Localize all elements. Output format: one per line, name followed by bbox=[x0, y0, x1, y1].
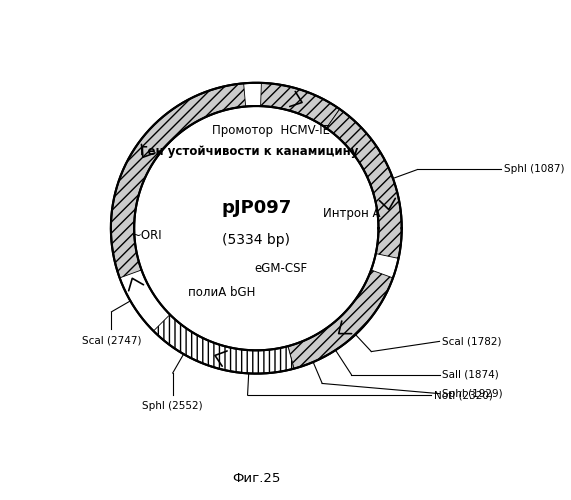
Text: ~ORI: ~ORI bbox=[132, 229, 163, 242]
Text: SalI (1874): SalI (1874) bbox=[443, 370, 499, 380]
Polygon shape bbox=[327, 109, 402, 258]
Text: SphI (1929): SphI (1929) bbox=[443, 388, 503, 398]
Text: Промотор  HCMV-IE: Промотор HCMV-IE bbox=[212, 124, 330, 138]
Text: Фиг.25: Фиг.25 bbox=[232, 472, 280, 485]
Text: полиА bGH: полиА bGH bbox=[188, 286, 255, 298]
Text: ScaI (1782): ScaI (1782) bbox=[443, 336, 502, 346]
Text: SphI (1087): SphI (1087) bbox=[504, 164, 564, 174]
Text: eGM-CSF: eGM-CSF bbox=[255, 262, 308, 276]
Text: (5334 bp): (5334 bp) bbox=[222, 233, 290, 247]
Polygon shape bbox=[154, 314, 294, 374]
Text: SphI (2552): SphI (2552) bbox=[142, 400, 203, 410]
Text: Интрон А: Интрон А bbox=[323, 207, 381, 220]
Text: ScaI (2747): ScaI (2747) bbox=[82, 335, 141, 345]
Polygon shape bbox=[288, 270, 393, 368]
Polygon shape bbox=[111, 84, 246, 278]
Text: NotI (2320): NotI (2320) bbox=[434, 390, 493, 400]
Polygon shape bbox=[111, 83, 402, 374]
Text: Ген устойчивости к канамицину: Ген устойчивости к канамицину bbox=[140, 144, 358, 158]
Text: pJP097: pJP097 bbox=[221, 199, 291, 217]
Polygon shape bbox=[260, 83, 340, 128]
